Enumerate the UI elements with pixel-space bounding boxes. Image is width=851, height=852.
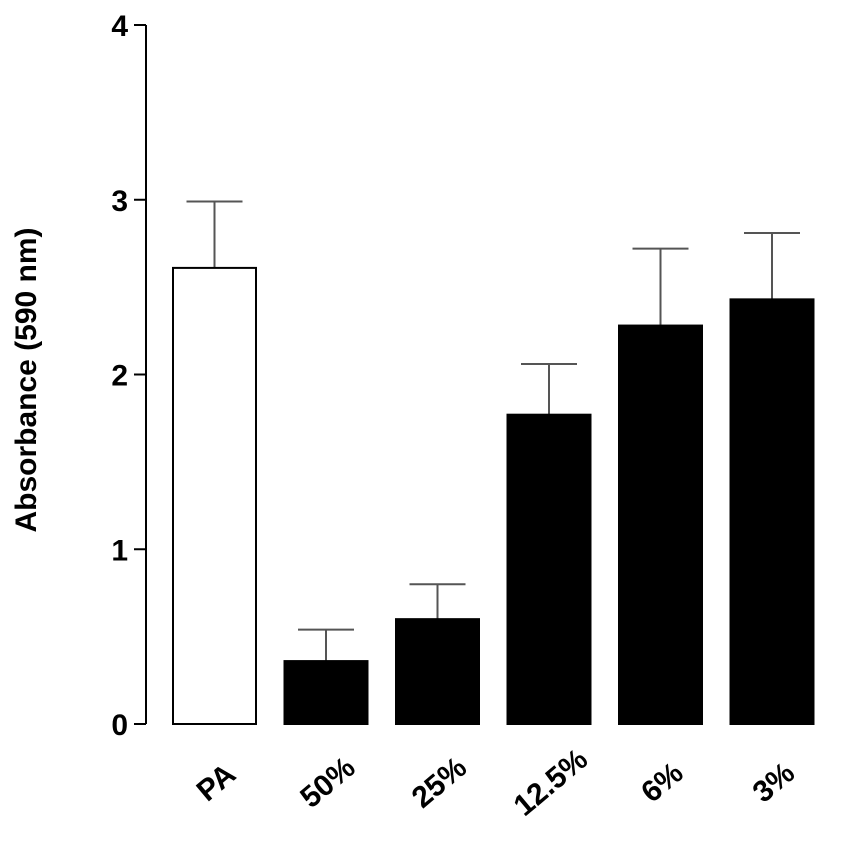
x-category-label: PA <box>191 757 242 808</box>
y-tick-label: 1 <box>111 534 128 567</box>
y-axis-title: Absorbance (590 nm) <box>10 227 43 532</box>
bar-3 <box>506 413 592 725</box>
y-axis: 0 1 2 3 4 <box>111 10 147 742</box>
y-tick-label: 2 <box>111 360 128 393</box>
bar-5 <box>729 298 815 725</box>
x-category-label: 50% <box>294 751 361 815</box>
bars <box>172 200 815 726</box>
y-tick-label: 4 <box>111 10 128 43</box>
bar-0 <box>172 266 257 725</box>
y-tick-label: 3 <box>111 185 128 218</box>
x-category-label: 25% <box>406 751 473 815</box>
x-category-label: 12.5% <box>508 743 594 823</box>
y-tick-label: 0 <box>111 709 128 742</box>
x-category-label: 6% <box>635 756 689 809</box>
x-axis-labels: PA 50% 25% 12.5% 6% 3% <box>191 743 801 823</box>
bar-4 <box>618 324 703 725</box>
x-category-label: 3% <box>747 756 801 809</box>
bar-1 <box>283 660 369 726</box>
bar-2 <box>395 618 480 726</box>
